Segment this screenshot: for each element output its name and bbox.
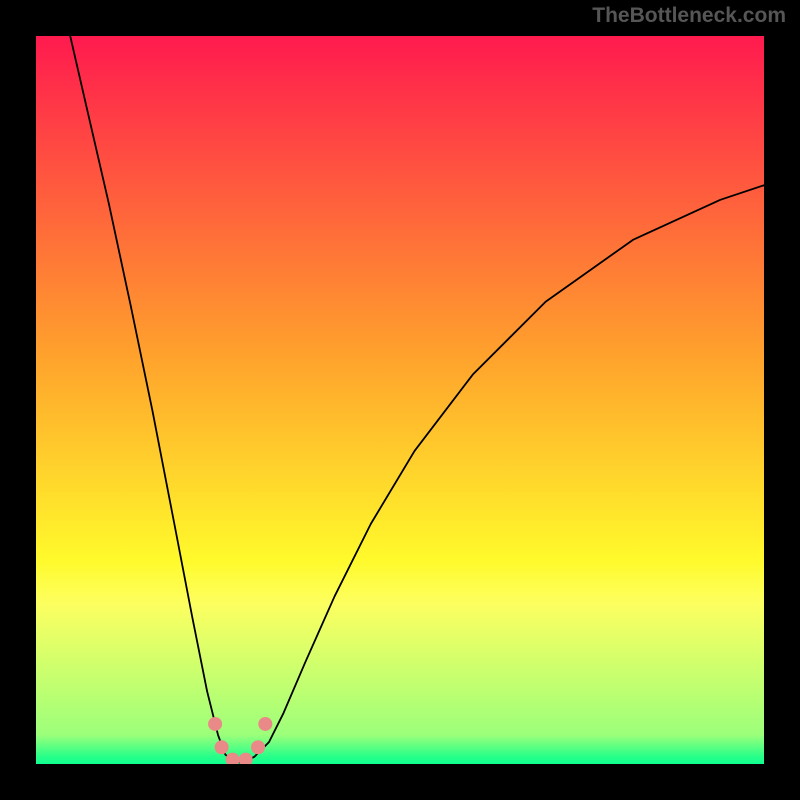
bottleneck-curve: [36, 36, 764, 764]
curve-dot: [251, 740, 265, 754]
curve-dot: [208, 717, 222, 731]
curve-dot: [226, 753, 240, 764]
watermark-text: TheBottleneck.com: [592, 4, 786, 28]
curve-dot: [215, 740, 229, 754]
curve-dots: [208, 717, 272, 764]
curve-dot: [239, 753, 253, 764]
curve-right-branch: [240, 185, 764, 762]
curve-left-branch: [70, 36, 240, 763]
plot-area: [36, 36, 764, 764]
curve-dot: [258, 717, 272, 731]
